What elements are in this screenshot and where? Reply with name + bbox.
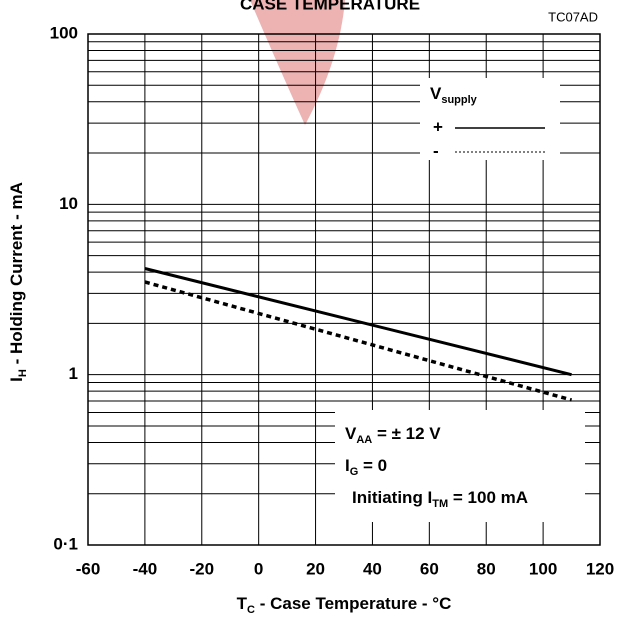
x-tick-label: 120 xyxy=(586,559,614,578)
plot-frame xyxy=(87,33,601,546)
text-part: V xyxy=(345,424,357,443)
x-tick-label: -60 xyxy=(76,559,101,578)
text-part: I xyxy=(7,377,26,382)
y-tick-label: 10 xyxy=(59,194,78,213)
subscript: C xyxy=(247,604,255,616)
boxes: +- xyxy=(335,78,585,522)
x-tick-label: -40 xyxy=(133,559,158,578)
subscript: TM xyxy=(432,498,448,510)
y-axis-label: IH - Holding Current - mA xyxy=(7,182,28,382)
x-tick-label: 0 xyxy=(254,559,263,578)
annotation: VAA = ± 12 V xyxy=(345,424,441,445)
x-tick-label: -20 xyxy=(189,559,214,578)
chart-title: CASE TEMPERATURE xyxy=(240,0,420,13)
x-tick-label: 80 xyxy=(477,559,496,578)
legend-label: - xyxy=(433,141,439,160)
data-line xyxy=(144,267,572,377)
legend-label: + xyxy=(433,117,443,136)
text-part: I xyxy=(345,456,350,475)
x-tick-label: 100 xyxy=(529,559,557,578)
legend-box xyxy=(420,78,560,160)
text-part: = 100 mA xyxy=(448,488,528,507)
text-part: - Holding Current - mA xyxy=(7,182,26,369)
x-axis-label: TC - Case Temperature - °C xyxy=(237,594,452,615)
marks xyxy=(144,267,573,402)
subscript: G xyxy=(350,466,359,478)
text-part: - Case Temperature - °C xyxy=(255,594,451,613)
annotation: IG = 0 xyxy=(345,456,387,477)
logo-watermark xyxy=(250,0,345,125)
y-tick-label: 1 xyxy=(69,364,78,383)
figure-code: TC07AD xyxy=(548,9,598,24)
text-part: = ± 12 V xyxy=(372,424,441,443)
text-part: = 0 xyxy=(358,456,387,475)
x-tick-label: 20 xyxy=(306,559,325,578)
text-part: V xyxy=(430,84,442,103)
legend-title: Vsupply xyxy=(430,84,478,105)
subscript: supply xyxy=(441,94,477,106)
subscript: AA xyxy=(356,434,372,446)
data-line xyxy=(144,280,573,402)
x-tick-label: 40 xyxy=(363,559,382,578)
annotation-box xyxy=(335,410,585,522)
subscript: H xyxy=(17,369,29,377)
y-tick-label: 0·1 xyxy=(53,534,78,553)
text-part: T xyxy=(237,594,248,613)
x-tick-label: 60 xyxy=(420,559,439,578)
annotation: Initiating ITM = 100 mA xyxy=(352,488,528,509)
text-part: Initiating I xyxy=(352,488,432,507)
y-tick-label: 100 xyxy=(50,23,78,42)
